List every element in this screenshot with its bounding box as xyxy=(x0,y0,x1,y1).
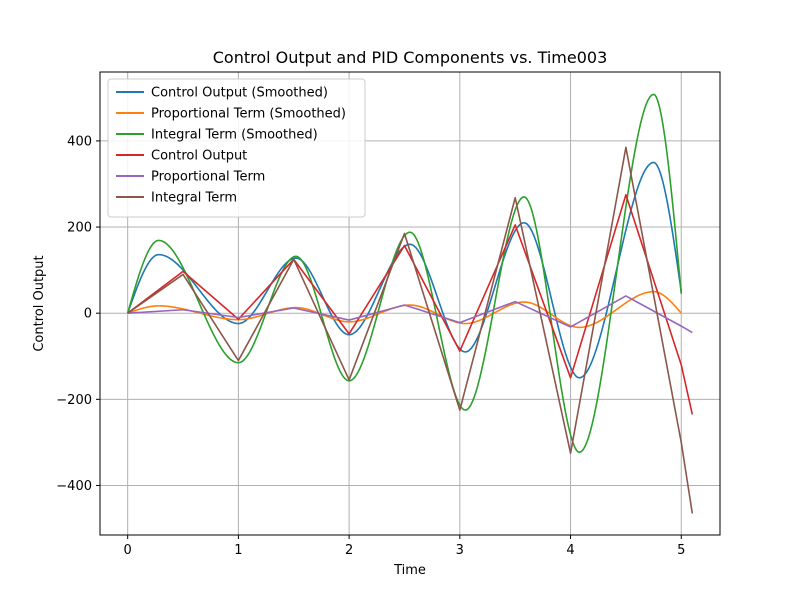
legend-label: Control Output (Smoothed) xyxy=(151,86,328,101)
y-tick-label: 200 xyxy=(67,221,92,236)
y-tick-label: 0 xyxy=(84,307,92,322)
series-line-2 xyxy=(127,290,682,329)
x-axis-label: Time xyxy=(393,563,426,578)
y-tick-label: −200 xyxy=(56,393,92,408)
y-axis-label: Control Output xyxy=(32,255,47,351)
x-tick-label: 4 xyxy=(566,543,574,558)
x-tick-label: 5 xyxy=(677,543,685,558)
legend-label: Integral Term xyxy=(151,191,237,206)
ticks: 0 1 2 3 4 5 −400 −200 0 200 400 xyxy=(56,134,685,558)
series-line-3 xyxy=(126,93,683,454)
legend-label: Proportional Term xyxy=(151,170,265,185)
legend-box xyxy=(107,78,366,218)
legend-label: Control Output xyxy=(151,149,247,164)
x-tick-label: 1 xyxy=(234,543,242,558)
y-tick-label: 400 xyxy=(67,134,92,149)
x-tick-label: 3 xyxy=(456,543,464,558)
series-line-1 xyxy=(126,161,683,379)
series-line-5 xyxy=(127,295,693,334)
x-tick-label: 2 xyxy=(345,543,353,558)
legend-label: Integral Term (Smoothed) xyxy=(151,128,318,143)
legend: Control Output (Smoothed) Proportional Te… xyxy=(107,78,366,218)
y-tick-label: −400 xyxy=(56,479,92,494)
axes-frame xyxy=(99,71,721,536)
series-line-4 xyxy=(127,193,694,415)
series-line-6 xyxy=(127,146,694,514)
legend-label: Proportional Term (Smoothed) xyxy=(151,107,346,122)
chart-title: Control Output and PID Components vs. Ti… xyxy=(213,48,608,67)
plot-area xyxy=(126,93,694,514)
x-tick-label: 0 xyxy=(124,543,132,558)
